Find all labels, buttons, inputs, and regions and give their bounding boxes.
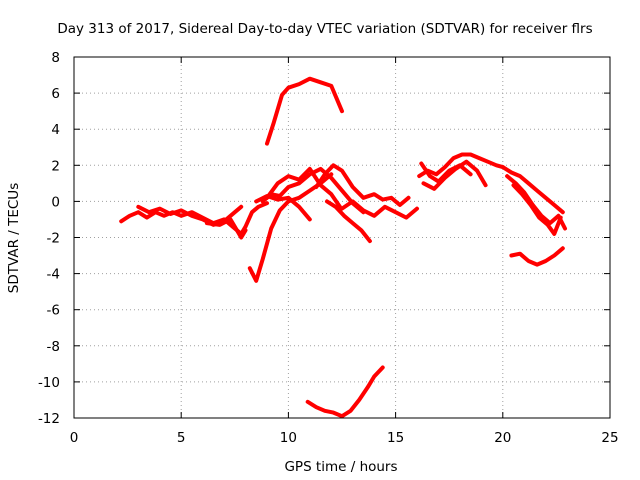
y-tick-label: 8 xyxy=(51,50,60,66)
x-tick-label: 10 xyxy=(280,430,297,446)
series-arc-4 xyxy=(247,172,334,283)
series-arc-7 xyxy=(254,194,312,222)
y-tick-label: -2 xyxy=(47,231,60,247)
x-axis-label: GPS time / hours xyxy=(284,459,397,475)
y-tick-label: 0 xyxy=(51,194,60,210)
series-arc-1 xyxy=(119,201,269,236)
y-tick-label: -12 xyxy=(38,411,60,427)
series-arc-10 xyxy=(325,199,372,244)
axis-ticks: 0 5 10 15 20 25 -12 -10 -8 -6 -4 -2 0 2 4 6 8 xyxy=(38,50,619,446)
series-arc-5 xyxy=(260,166,366,215)
x-tick-label: 25 xyxy=(601,430,618,446)
series-arc-19 xyxy=(509,246,565,267)
series-arc-12 xyxy=(305,365,385,419)
series-arc-8 xyxy=(265,76,344,146)
series-arc-18 xyxy=(511,183,563,236)
data-series xyxy=(119,76,567,419)
series-arc-17 xyxy=(505,174,567,231)
series-arc-15 xyxy=(419,161,473,184)
y-tick-label: -8 xyxy=(47,339,60,355)
series-arc-3 xyxy=(204,217,248,240)
y-tick-label: 2 xyxy=(51,158,60,174)
series-arc-11 xyxy=(340,199,419,220)
y-tick-label: -4 xyxy=(47,267,60,283)
series-arc-13 xyxy=(417,152,505,179)
y-tick-label: 6 xyxy=(51,86,60,102)
y-axis-label: SDTVAR / TECUs xyxy=(6,183,22,293)
y-tick-label: -10 xyxy=(38,375,60,391)
series-arc-9 xyxy=(314,163,411,207)
grid-lines xyxy=(74,57,610,418)
x-tick-label: 5 xyxy=(177,430,186,446)
chart-title: Day 313 of 2017, Sidereal Day-to-day VTE… xyxy=(57,21,592,37)
series-arc-6 xyxy=(265,166,342,209)
x-tick-label: 15 xyxy=(387,430,404,446)
x-tick-label: 20 xyxy=(494,430,511,446)
x-tick-label: 0 xyxy=(70,430,79,446)
series-arc-2 xyxy=(136,204,244,227)
series-arc-16 xyxy=(500,165,565,215)
y-tick-label: 4 xyxy=(51,122,60,138)
y-tick-label: -6 xyxy=(47,303,60,319)
